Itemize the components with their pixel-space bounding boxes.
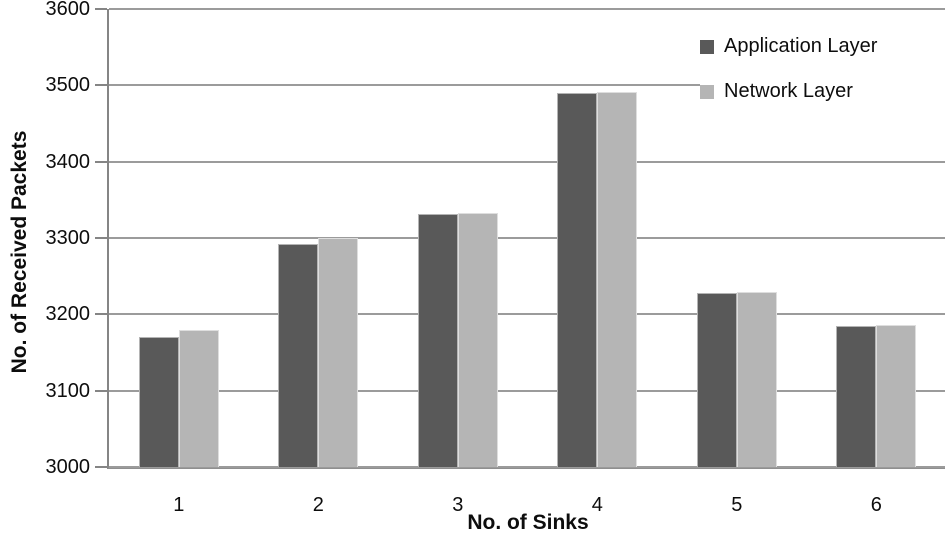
legend-item: Application Layer xyxy=(700,35,945,58)
x-tick-label: 6 xyxy=(870,494,882,516)
x-axis-title: No. of Sinks xyxy=(467,511,589,534)
y-tick-label: 3000 xyxy=(45,456,91,478)
plot-area: 1 2 3 4 5 6 xyxy=(95,8,945,516)
gridline xyxy=(109,160,945,163)
y-tick-label: 3100 xyxy=(45,379,91,402)
x-tick-label: 1 xyxy=(173,494,185,516)
legend-label: Application Layer xyxy=(724,35,878,57)
y-tick-label: 3200 xyxy=(45,303,91,326)
bar-network-layer-sinks-2 xyxy=(318,238,359,467)
y-tick-label: 3500 xyxy=(45,74,91,97)
y-tick-label: 3600 xyxy=(45,0,91,20)
x-tick-label: 4 xyxy=(591,494,603,516)
y-tick-label: 3300 xyxy=(45,227,91,249)
x-tick-label: 2 xyxy=(312,494,324,516)
legend-label: Network Layer xyxy=(724,80,853,102)
legend-swatch-icon xyxy=(700,84,714,99)
x-tick-label: 5 xyxy=(731,494,743,516)
y-axis-tick xyxy=(95,8,107,10)
y-axis-tick xyxy=(95,84,107,87)
bar-application-layer-sinks-3 xyxy=(417,214,458,467)
y-axis-tick xyxy=(95,160,107,163)
gridline xyxy=(109,313,945,316)
bar-network-layer-sinks-6 xyxy=(876,325,917,467)
bar-application-layer-sinks-5 xyxy=(696,292,737,467)
bar-network-layer-sinks-5 xyxy=(736,292,777,467)
y-axis-tick xyxy=(95,313,107,316)
y-tick-label: 3400 xyxy=(45,150,91,173)
bar-application-layer-sinks-4 xyxy=(557,92,598,467)
x-tick-label: 3 xyxy=(452,494,464,516)
bar-network-layer-sinks-1 xyxy=(178,329,219,467)
gridline xyxy=(109,84,945,87)
bar-network-layer-sinks-4 xyxy=(597,92,638,467)
gridline xyxy=(109,389,945,392)
legend: Application Layer Network Layer xyxy=(700,27,945,129)
bar-network-layer-sinks-3 xyxy=(457,212,498,467)
y-axis-tick xyxy=(95,389,107,392)
y-axis-tick xyxy=(95,466,107,468)
gridline xyxy=(109,466,945,468)
bar-application-layer-sinks-1 xyxy=(138,337,179,467)
gridline xyxy=(109,8,945,10)
y-axis-tick xyxy=(95,237,107,239)
bar-application-layer-sinks-6 xyxy=(836,325,877,467)
y-axis-tick-labels: 3000 3100 3200 3300 3400 3500 3600 xyxy=(0,0,91,478)
legend-swatch-icon xyxy=(700,39,714,54)
legend-item: Network Layer xyxy=(700,80,945,103)
bar-application-layer-sinks-2 xyxy=(278,244,319,467)
gridline xyxy=(109,237,945,239)
